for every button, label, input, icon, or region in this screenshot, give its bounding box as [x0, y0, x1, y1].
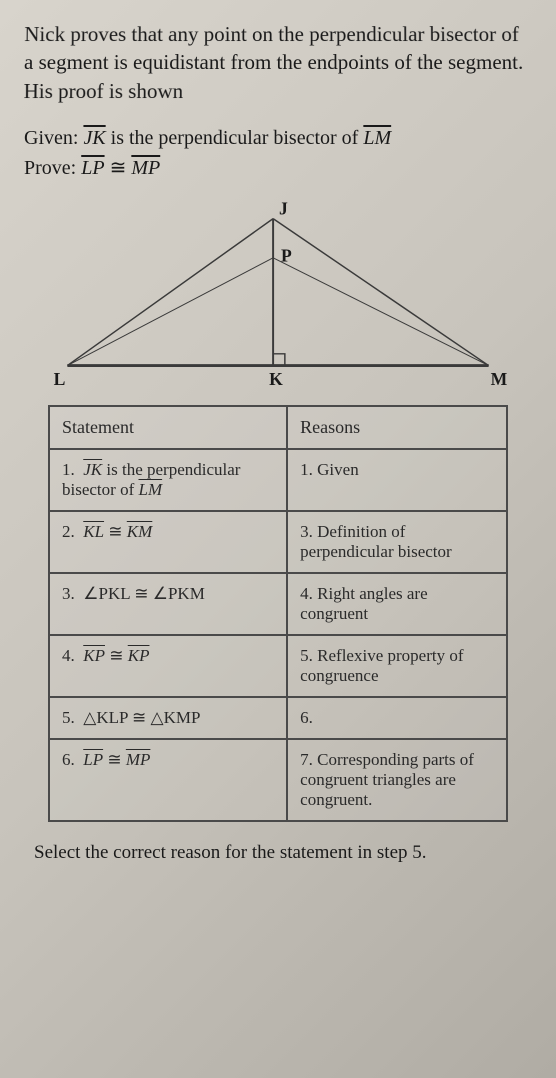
table-row: 1. JK is the perpendicular bisector of L…: [49, 449, 507, 511]
statement-cell: 1. JK is the perpendicular bisector of L…: [49, 449, 287, 511]
table-row: 5. △KLP ≅ △KMP6.: [49, 697, 507, 739]
reason-cell: 4. Right angles are congruent: [287, 573, 507, 635]
statement-cell: 6. LP ≅ MP: [49, 739, 287, 821]
table-row: 2. KL ≅ KM3. Definition of perpendicular…: [49, 511, 507, 573]
svg-text:L: L: [54, 369, 66, 389]
reason-cell: 1. Given: [287, 449, 507, 511]
proof-table: Statement Reasons 1. JK is the perpendic…: [48, 405, 508, 822]
given-mid: is the perpendicular bisector of: [106, 127, 364, 149]
intro-text: Nick proves that any point on the perpen…: [24, 20, 533, 105]
statement-cell: 4. KP ≅ KP: [49, 635, 287, 697]
header-reasons: Reasons: [287, 406, 507, 449]
statement-cell: 2. KL ≅ KM: [49, 511, 287, 573]
statement-cell: 3. ∠PKL ≅ ∠PKM: [49, 573, 287, 635]
prove-seg1: LP: [81, 153, 104, 183]
table-row: 6. LP ≅ MP7. Corresponding parts of cong…: [49, 739, 507, 821]
prove-rel: ≅: [105, 157, 132, 179]
given-seg2: LM: [363, 123, 391, 153]
prove-seg2: MP: [131, 153, 160, 183]
svg-text:M: M: [491, 369, 508, 389]
reason-cell: 7. Corresponding parts of congruent tria…: [287, 739, 507, 821]
prove-label: Prove:: [24, 157, 76, 179]
reason-cell: 3. Definition of perpendicular bisector: [287, 511, 507, 573]
footer-question: Select the correct reason for the statem…: [24, 842, 532, 864]
given-label: Given:: [24, 127, 78, 149]
svg-text:K: K: [269, 369, 283, 389]
prove-line: Prove: LP ≅ MP: [24, 153, 532, 183]
given-prove-block: Given: JK is the perpendicular bisector …: [24, 123, 532, 183]
table-row: 3. ∠PKL ≅ ∠PKM4. Right angles are congru…: [49, 573, 507, 635]
header-statement: Statement: [49, 406, 287, 449]
svg-text:P: P: [281, 246, 292, 266]
table-row: 4. KP ≅ KP5. Reflexive property of congr…: [49, 635, 507, 697]
reason-cell: 6.: [287, 697, 507, 739]
given-line: Given: JK is the perpendicular bisector …: [24, 123, 532, 153]
reason-cell: 5. Reflexive property of congruence: [287, 635, 507, 697]
svg-text:J: J: [279, 199, 288, 219]
statement-cell: 5. △KLP ≅ △KMP: [49, 697, 287, 739]
triangle-diagram: J P L K M: [38, 197, 518, 397]
given-seg1: JK: [83, 123, 105, 153]
